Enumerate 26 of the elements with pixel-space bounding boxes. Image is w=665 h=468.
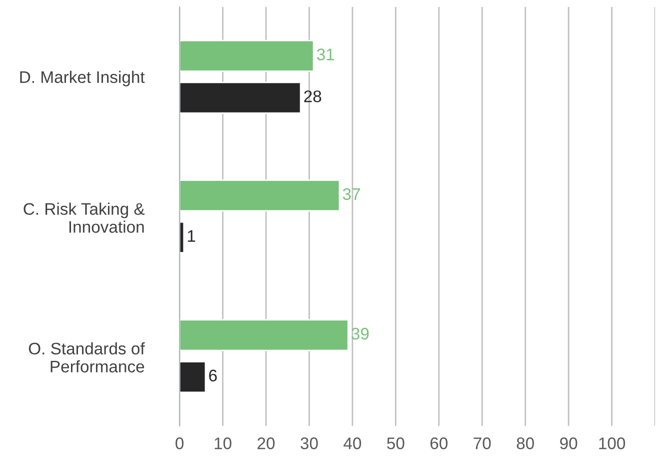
bar: [180, 221, 185, 254]
y-tick-label: O. Standards of Performance: [28, 342, 145, 372]
bar: [180, 40, 314, 72]
x-tick-label: 50: [387, 437, 404, 450]
x-tick-label: 70: [474, 437, 491, 450]
data-label: 31: [316, 48, 334, 60]
x-tick-label: 40: [344, 437, 362, 450]
x-tick-label: 20: [258, 437, 275, 450]
x-tick-label: 60: [430, 437, 448, 450]
data-label: 39: [352, 328, 369, 340]
bar: [180, 319, 349, 352]
x-tick-label: 80: [516, 437, 534, 450]
y-tick-label: C. Risk Taking & Innovation: [24, 202, 145, 233]
x-tick-label: 10: [214, 437, 232, 450]
bar: [180, 82, 302, 114]
data-label: 28: [304, 90, 322, 102]
bar: [180, 179, 340, 212]
x-tick-label: 0: [176, 437, 184, 450]
x-tick-label: 30: [300, 437, 318, 450]
data-label: 6: [209, 370, 217, 382]
data-label: 1: [188, 230, 196, 242]
bar: [180, 360, 206, 394]
x-tick-label: 90: [560, 437, 578, 450]
y-tick-label: D. Market Insight: [20, 70, 145, 86]
data-label: 37: [342, 188, 360, 200]
x-tick-label: 100: [599, 437, 626, 450]
